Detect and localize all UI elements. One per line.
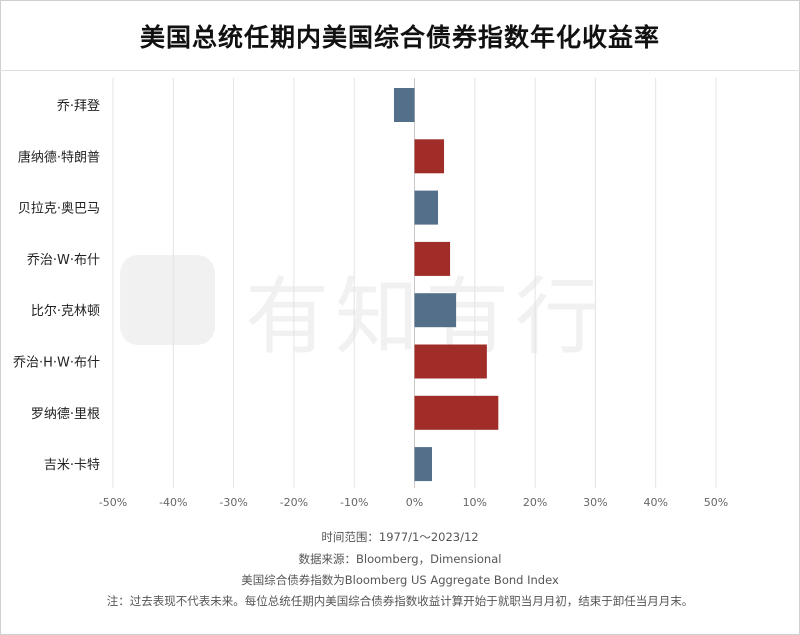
x-tick-label: 30% [583,496,607,509]
bar [414,139,445,174]
footer-disclaimer: 注：过去表现不代表未来。每位总统任期内美国综合债券指数收益计算开始于就职当月月初… [106,594,694,608]
chart-title: 美国总统任期内美国综合债券指数年化收益率 [139,23,660,52]
x-tick-label: -40% [159,496,187,509]
category-label: 贝拉克·奥巴马 [18,202,100,217]
bar [414,447,432,482]
x-tick-label: 40% [643,496,667,509]
x-tick-label: 10% [463,496,487,509]
bar [414,190,439,225]
bar [414,344,487,379]
category-label: 乔治·W·布什 [27,253,100,268]
x-tick-label: 0% [406,496,423,509]
x-tick-label: 50% [704,496,728,509]
title-divider [0,70,800,71]
bar [414,293,457,328]
category-labels: 乔·拜登唐纳德·特朗普贝拉克·奥巴马乔治·W·布什比尔·克林顿乔治·H·W·布什… [13,99,100,473]
bars [393,88,499,482]
x-tick-labels: -50% -40% -30% -20% -10% 0% 10% 20% 30% 40% 50% [99,496,728,509]
category-label: 乔治·H·W·布什 [13,356,100,371]
category-label: 吉米·卡特 [44,458,100,473]
x-tick-label: -10% [340,496,368,509]
footer-time-range: 时间范围：1977/1～2023/12 [321,530,479,544]
footer-index-note: 美国综合债券指数为Bloomberg US Aggregate Bond Ind… [241,573,559,587]
x-tick-label: -20% [280,496,308,509]
bar [414,395,499,430]
bar [393,88,415,122]
x-tick-label: 20% [523,496,547,509]
footer-source: 数据来源：Bloomberg，Dimensional [298,552,502,566]
category-label: 罗纳德·里根 [31,407,100,422]
bar [414,241,451,276]
category-label: 比尔·克林顿 [31,304,100,319]
category-label: 乔·拜登 [57,99,100,114]
x-tick-label: -30% [219,496,247,509]
category-label: 唐纳德·特朗普 [18,149,100,165]
x-tick-label: -50% [99,496,127,509]
